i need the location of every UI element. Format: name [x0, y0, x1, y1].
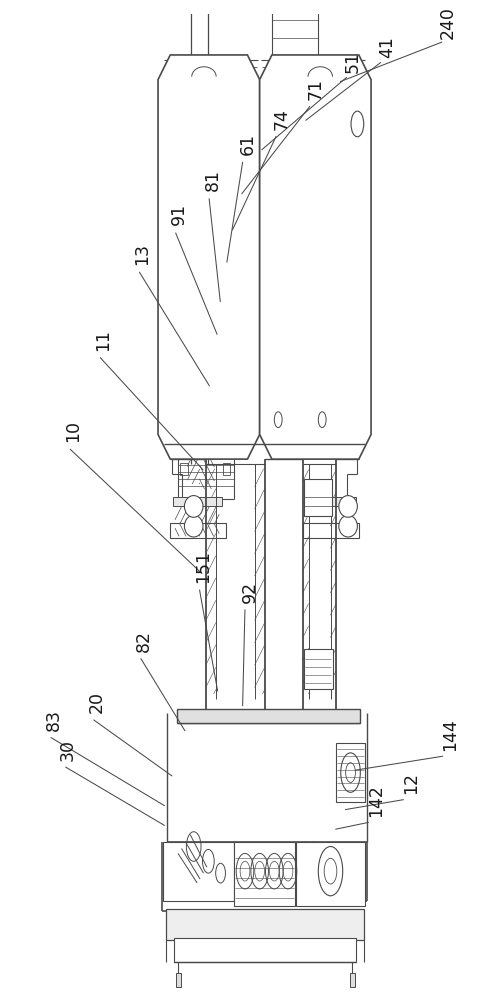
Bar	[195, 267, 202, 316]
Text: 82: 82	[135, 630, 153, 652]
Text: 74: 74	[272, 108, 291, 130]
Bar	[166, 909, 364, 940]
Bar	[174, 938, 356, 962]
Bar	[163, 842, 234, 901]
Text: 92: 92	[241, 581, 259, 603]
Bar	[186, 267, 194, 316]
Bar	[175, 415, 231, 454]
Text: 10: 10	[64, 420, 82, 442]
Bar	[170, 523, 226, 538]
Bar	[180, 463, 188, 475]
Text: 83: 83	[45, 709, 62, 731]
PathPatch shape	[260, 55, 371, 459]
Text: 12: 12	[402, 772, 420, 794]
PathPatch shape	[158, 55, 260, 459]
Text: 240: 240	[439, 6, 457, 39]
Bar	[176, 709, 360, 723]
Text: 61: 61	[239, 132, 256, 155]
Bar	[282, 346, 319, 400]
Text: 71: 71	[307, 78, 325, 100]
Ellipse shape	[339, 496, 357, 517]
Bar	[272, 0, 319, 114]
Bar	[350, 973, 355, 987]
Bar	[172, 497, 221, 506]
Text: 11: 11	[94, 329, 112, 351]
Text: 51: 51	[343, 51, 362, 73]
Ellipse shape	[184, 496, 203, 517]
Bar	[222, 463, 230, 475]
Text: 91: 91	[170, 203, 188, 225]
Text: 20: 20	[87, 691, 105, 713]
Bar	[308, 497, 356, 506]
Text: 13: 13	[133, 243, 151, 265]
Ellipse shape	[339, 515, 357, 537]
Bar	[304, 479, 332, 516]
Text: 142: 142	[367, 784, 385, 817]
Bar	[175, 973, 180, 987]
Text: 81: 81	[204, 169, 222, 191]
Bar	[177, 94, 226, 311]
Bar	[296, 842, 365, 906]
Bar	[182, 262, 226, 321]
Text: 30: 30	[59, 739, 77, 761]
Bar	[234, 842, 295, 906]
Text: 144: 144	[441, 718, 459, 751]
Ellipse shape	[184, 515, 203, 537]
Bar	[304, 649, 333, 689]
Bar	[336, 743, 365, 802]
Text: 41: 41	[378, 36, 396, 58]
Bar	[303, 523, 359, 538]
Bar	[270, 193, 323, 282]
Text: 151: 151	[195, 550, 213, 583]
